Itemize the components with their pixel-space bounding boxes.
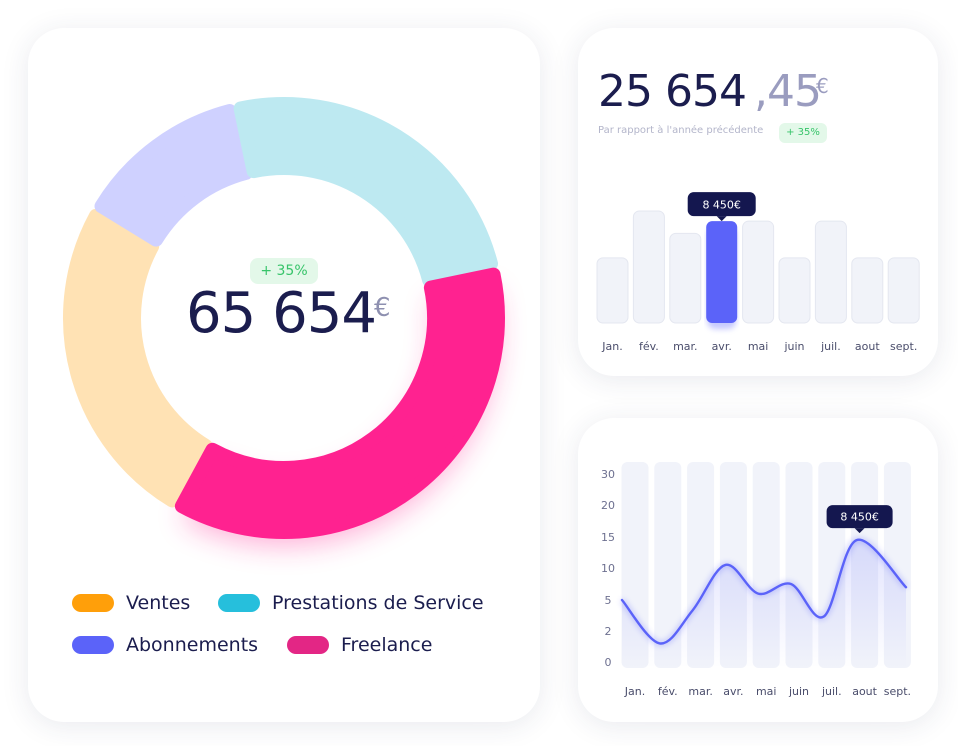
line-x-tick: avr.: [723, 685, 743, 698]
bar-x-tick: mar.: [673, 340, 697, 353]
monthly-line-chart: Jan. fév. mar. avr. mai juin juil. aout sept. 0 2 5…: [601, 462, 911, 698]
legend-swatch: [72, 636, 114, 654]
bar-x-tick: mai: [748, 340, 769, 353]
line-x-tick: aout: [852, 685, 877, 698]
currency-symbol: €: [816, 74, 829, 98]
line-y-tick: 2: [605, 625, 612, 638]
line-y-tick: 0: [605, 656, 612, 669]
trend-line-card: Jan. fév. mar. avr. mai juin juil. aout sept. 0 2 5…: [578, 418, 938, 722]
bar-x-tick: juin: [783, 340, 804, 353]
legend-swatch: [287, 636, 329, 654]
line-tooltip: 8 450€: [826, 505, 893, 534]
legend-label: Ventes: [126, 592, 191, 614]
line-x-tick: mai: [756, 685, 777, 698]
bar-Jan[interactable]: [596, 257, 629, 324]
growth-badge: + 35%: [250, 258, 318, 284]
amount-decimals: ,45: [754, 66, 822, 117]
bar-x-tick: Jan.: [601, 340, 622, 353]
bar-mai[interactable]: [742, 220, 775, 324]
bar-sept[interactable]: [887, 257, 920, 324]
legend-label: Freelance: [341, 634, 433, 656]
column-fév: [654, 462, 682, 668]
bar-tooltip: 8 450€: [687, 192, 756, 222]
line-tooltip-label: 8 450€: [840, 511, 879, 524]
line-series: [620, 538, 908, 645]
bar-tooltip-label: 8 450€: [702, 199, 741, 212]
legend-swatch: [218, 594, 260, 612]
line-y-tick: 5: [605, 594, 612, 607]
comparison-caption: Par rapport à l'année précédente: [598, 125, 764, 136]
line-x-tick: juil.: [821, 685, 842, 698]
total-amount: 65 654: [186, 281, 377, 346]
donut-segment-ventes: [63, 208, 213, 508]
bar-juin[interactable]: [778, 257, 811, 324]
line-x-tick: sept.: [884, 685, 911, 698]
growth-badge: + 35%: [779, 123, 827, 143]
line-y-tick: 20: [601, 499, 615, 512]
bar-avr[interactable]: [706, 221, 738, 323]
currency-symbol: €: [374, 293, 391, 323]
revenue-breakdown-card: + 35% 65 654 € Ventes Prestations de Ser…: [28, 28, 540, 722]
bar-x-tick: avr.: [712, 340, 732, 353]
line-x-tick: mar.: [688, 685, 712, 698]
line-x-tick: fév.: [658, 685, 678, 698]
monthly-bar-card: 25 654 ,45 € Par rapport à l'année précé…: [578, 28, 938, 376]
line-x-tick: Jan.: [624, 685, 645, 698]
bar-x-tick: sept.: [890, 340, 917, 353]
bar-x-tick: aout: [855, 340, 880, 353]
monthly-bar-chart: Jan. fév. mar. avr. 8 450€ mai juin juil. aout se…: [596, 192, 920, 353]
bar-x-tick: juil.: [820, 340, 841, 353]
line-y-tick: 15: [601, 531, 615, 544]
donut-segment-prestations: [233, 97, 498, 287]
line-y-tick: 30: [601, 468, 615, 481]
bar-mar[interactable]: [669, 232, 702, 324]
bar-aout[interactable]: [851, 257, 884, 324]
line-x-tick: juin: [788, 685, 809, 698]
bar-fév[interactable]: [632, 210, 665, 324]
bar-x-tick: fév.: [639, 340, 659, 353]
donut-segment-freelance: [174, 267, 505, 539]
line-area: [622, 539, 906, 668]
line-y-tick: 10: [601, 562, 615, 575]
bar-juil[interactable]: [814, 220, 847, 324]
legend-label: Prestations de Service: [272, 592, 484, 614]
donut-segment-abonnements: [94, 104, 253, 247]
legend-label: Abonnements: [126, 634, 259, 656]
donut-chart: [63, 97, 505, 546]
legend-swatch: [72, 594, 114, 612]
amount-integer: 25 654: [598, 66, 747, 117]
